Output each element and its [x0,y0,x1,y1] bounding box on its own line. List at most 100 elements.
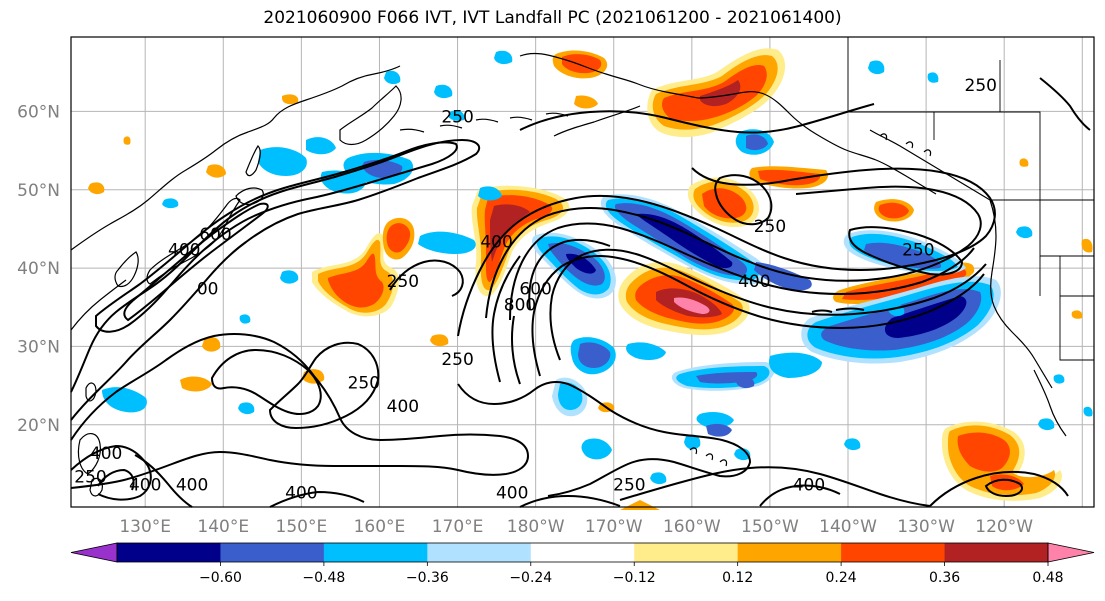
contour-250-west [70,138,481,421]
ivt-contours [70,77,1091,508]
contour-south-central [457,381,752,497]
longitude-tick-label: 160°E [354,517,406,537]
longitude-tick-label: 150°W [741,517,799,537]
longitude-tick-label: 140°E [197,517,249,537]
colorbar-swatch [530,543,635,562]
coast-east-asia [70,65,401,251]
contour-east-jet-short [811,307,865,313]
coast-aleutians [399,112,569,133]
coast-alaska-peninsula [553,105,641,137]
contour-400-west [95,141,458,333]
longitude-tick-label: 140°W [819,517,877,537]
contour-250-gulf [848,226,964,276]
coast-west-us [989,199,1053,389]
longitude-tick-label: 160°W [663,517,721,537]
contour-southwest-corner-2 [97,468,135,491]
contour-250-aleutian [519,103,875,134]
positive-anomaly-central-pacific [618,262,750,336]
colorbar-extend-low [70,542,118,563]
contour-label: 400 [738,272,770,292]
map-title: 2021060900 F066 IVT, IVT Landfall PC (20… [263,8,842,28]
contour-label: 800 [504,295,536,315]
contour-jet-return [549,248,987,361]
coast-islands [879,133,932,157]
coast-sakhalin [245,145,261,177]
contour-label: 00 [197,280,219,300]
colorbar-tick-label: 0.48 [1032,570,1063,586]
contour-east-lower-2 [759,484,841,507]
longitude-tick-label: 130°E [119,517,171,537]
longitude-tick-label: 130°W [897,517,955,537]
contour-south-mid [269,490,365,508]
contour-400-mid-basin [268,341,380,430]
contour-600-west [123,202,269,322]
contour-label: 600 [519,280,551,300]
contour-400-jet [485,185,982,319]
contour-label: 400 [168,240,200,260]
contour-label: 250 [613,475,645,495]
contour-east-lower [619,466,931,507]
contour-southwest-corner-3 [134,454,193,508]
contour-jet-lower [531,255,985,377]
contour-label: 250 [754,217,786,237]
colorbar-swatch [220,543,325,562]
coast-alaska [519,52,937,195]
contour-label: 400 [90,444,122,464]
contour-far-east-ring [1039,77,1091,131]
contour-label: 400 [496,483,528,503]
colorbar-tick-label: −0.24 [509,570,552,586]
colorbar-tick-label: −0.36 [406,570,449,586]
coast-hawaii [689,447,728,467]
latitude-tick-label: 40°N [17,259,60,279]
colorbar-outline [116,542,1049,563]
contour-gulf-inner [714,174,773,226]
contour-label: 250 [348,374,380,394]
latitude-tick-label: 50°N [17,181,60,201]
contour-far-east-cell [984,478,1024,498]
contour-label: 600 [199,225,231,245]
contour-label: 400 [793,475,825,495]
contour-label: 250 [387,272,419,292]
contour-label: 400 [129,475,161,495]
contour-southwest-corner [70,444,152,501]
coast-baja [1033,369,1067,437]
colorbar-swatch [737,543,842,562]
colorbar-tick-labels: −0.60 −0.48 −0.36 −0.24 −0.12 0.12 0.24 0.36 0.4… [199,562,1064,586]
contour-label: 250 [74,468,106,488]
colorbar-tick-label: 0.36 [929,570,960,586]
colorbar-tick-label: −0.12 [613,570,656,586]
longitude-tick-label: 150°E [276,517,328,537]
colorbar-swatch [323,543,428,562]
coast-korea [114,251,139,288]
negative-anomaly-dateline [532,232,616,417]
latitude-labels: 60°N 50°N 40°N 30°N 20°N [17,102,60,435]
positive-anomaly-dateline [471,185,570,297]
contour-800-jet [528,238,611,311]
longitude-tick-label: 120°W [975,517,1033,537]
contour-label: 250 [441,350,473,370]
contour-label: 400 [480,233,512,253]
latitude-tick-label: 30°N [17,337,60,357]
contour-label: 250 [441,107,473,127]
latitude-tick-label: 20°N [17,416,60,436]
contour-labels: 250 250 250 250 250 250 250 250 250 400 400 400 400 4… [74,76,997,503]
colorbar-tick-label: 0.12 [722,570,753,586]
positive-anomaly-alaska [552,48,786,138]
colorbar-extend-high [1047,542,1095,563]
contour-250-jet-outer [457,167,996,337]
coast-kamchatka [339,85,402,146]
colorbar-swatch [634,543,739,562]
colorbar-swatch [427,543,532,562]
contour-south-mid-2 [519,494,621,508]
latitude-tick-label: 60°N [17,102,60,122]
contour-250-mid-basin [210,348,322,415]
negative-anomaly-tropics [581,342,1093,485]
longitude-labels: 130°E 140°E 150°E 160°E 170°E 180°W 170°W 160°W… [119,517,1033,537]
contour-far-east [929,470,1069,507]
colorbar-tick-label: 0.24 [826,570,857,586]
contour-label: 250 [965,76,997,96]
positive-anomaly-kuroshio [312,217,415,317]
colorbar [70,542,1095,563]
longitude-tick-label: 180°W [507,517,565,537]
contour-label: 400 [387,397,419,417]
